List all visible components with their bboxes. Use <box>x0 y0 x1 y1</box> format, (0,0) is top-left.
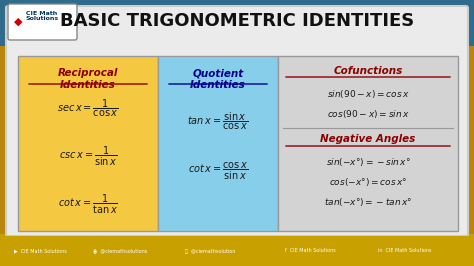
FancyBboxPatch shape <box>6 6 468 236</box>
Text: CIE Math
Solutions: CIE Math Solutions <box>26 11 59 21</box>
Text: $\mathit{sec\,x} = \dfrac{1}{\cos x}$: $\mathit{sec\,x} = \dfrac{1}{\cos x}$ <box>57 97 119 119</box>
FancyBboxPatch shape <box>8 4 77 40</box>
FancyBboxPatch shape <box>0 236 474 266</box>
FancyBboxPatch shape <box>0 234 474 266</box>
FancyBboxPatch shape <box>0 0 474 46</box>
FancyBboxPatch shape <box>158 56 278 231</box>
Text: $\mathit{cos}(-x°) = \mathit{cos}\,x°$: $\mathit{cos}(-x°) = \mathit{cos}\,x°$ <box>329 176 407 188</box>
Text: $\mathit{cot\,x} = \dfrac{1}{\tan x}$: $\mathit{cot\,x} = \dfrac{1}{\tan x}$ <box>58 193 118 215</box>
Text: Quotient
Identities: Quotient Identities <box>190 68 246 90</box>
Text: ◆: ◆ <box>14 17 22 27</box>
Text: ▶  CIE Math Solutions: ▶ CIE Math Solutions <box>14 248 66 253</box>
Text: $\mathit{csc\,x} = \dfrac{1}{\sin x}$: $\mathit{csc\,x} = \dfrac{1}{\sin x}$ <box>59 144 117 168</box>
FancyBboxPatch shape <box>278 56 458 231</box>
Text: $\mathit{tan}(-x°) = -\mathit{tan}\,x°$: $\mathit{tan}(-x°) = -\mathit{tan}\,x°$ <box>324 196 412 208</box>
Text: f  CIE Math Solutions: f CIE Math Solutions <box>284 248 336 253</box>
Text: $\mathit{cos}(90-x) = \mathit{sin}\,x$: $\mathit{cos}(90-x) = \mathit{sin}\,x$ <box>327 108 410 120</box>
Text: Negative Angles: Negative Angles <box>320 134 416 144</box>
Text: in  CIE Math Solutions: in CIE Math Solutions <box>378 248 432 253</box>
Text: 🐦  @ciemathsolution: 🐦 @ciemathsolution <box>185 248 235 253</box>
Text: Reciprocal
Identities: Reciprocal Identities <box>58 68 118 90</box>
FancyBboxPatch shape <box>0 238 474 266</box>
Text: $\mathit{cot\,x} = \dfrac{\cos x}{\sin x}$: $\mathit{cot\,x} = \dfrac{\cos x}{\sin x… <box>188 160 248 181</box>
Text: $\mathit{tan\,x} = \dfrac{\sin x}{\cos x}$: $\mathit{tan\,x} = \dfrac{\sin x}{\cos x… <box>187 110 248 131</box>
FancyBboxPatch shape <box>18 56 158 231</box>
Text: BASIC TRIGONOMETRIC IDENTITIES: BASIC TRIGONOMETRIC IDENTITIES <box>60 12 414 30</box>
Text: Cofunctions: Cofunctions <box>333 66 402 76</box>
Text: $\mathit{sin}(90-x) = \mathit{cos}\,x$: $\mathit{sin}(90-x) = \mathit{cos}\,x$ <box>327 88 410 100</box>
Text: $\mathit{sin}(-x°) = -\mathit{sin}\,x°$: $\mathit{sin}(-x°) = -\mathit{sin}\,x°$ <box>326 156 410 168</box>
Text: ◉  @ciemathsolutions: ◉ @ciemathsolutions <box>93 248 147 253</box>
